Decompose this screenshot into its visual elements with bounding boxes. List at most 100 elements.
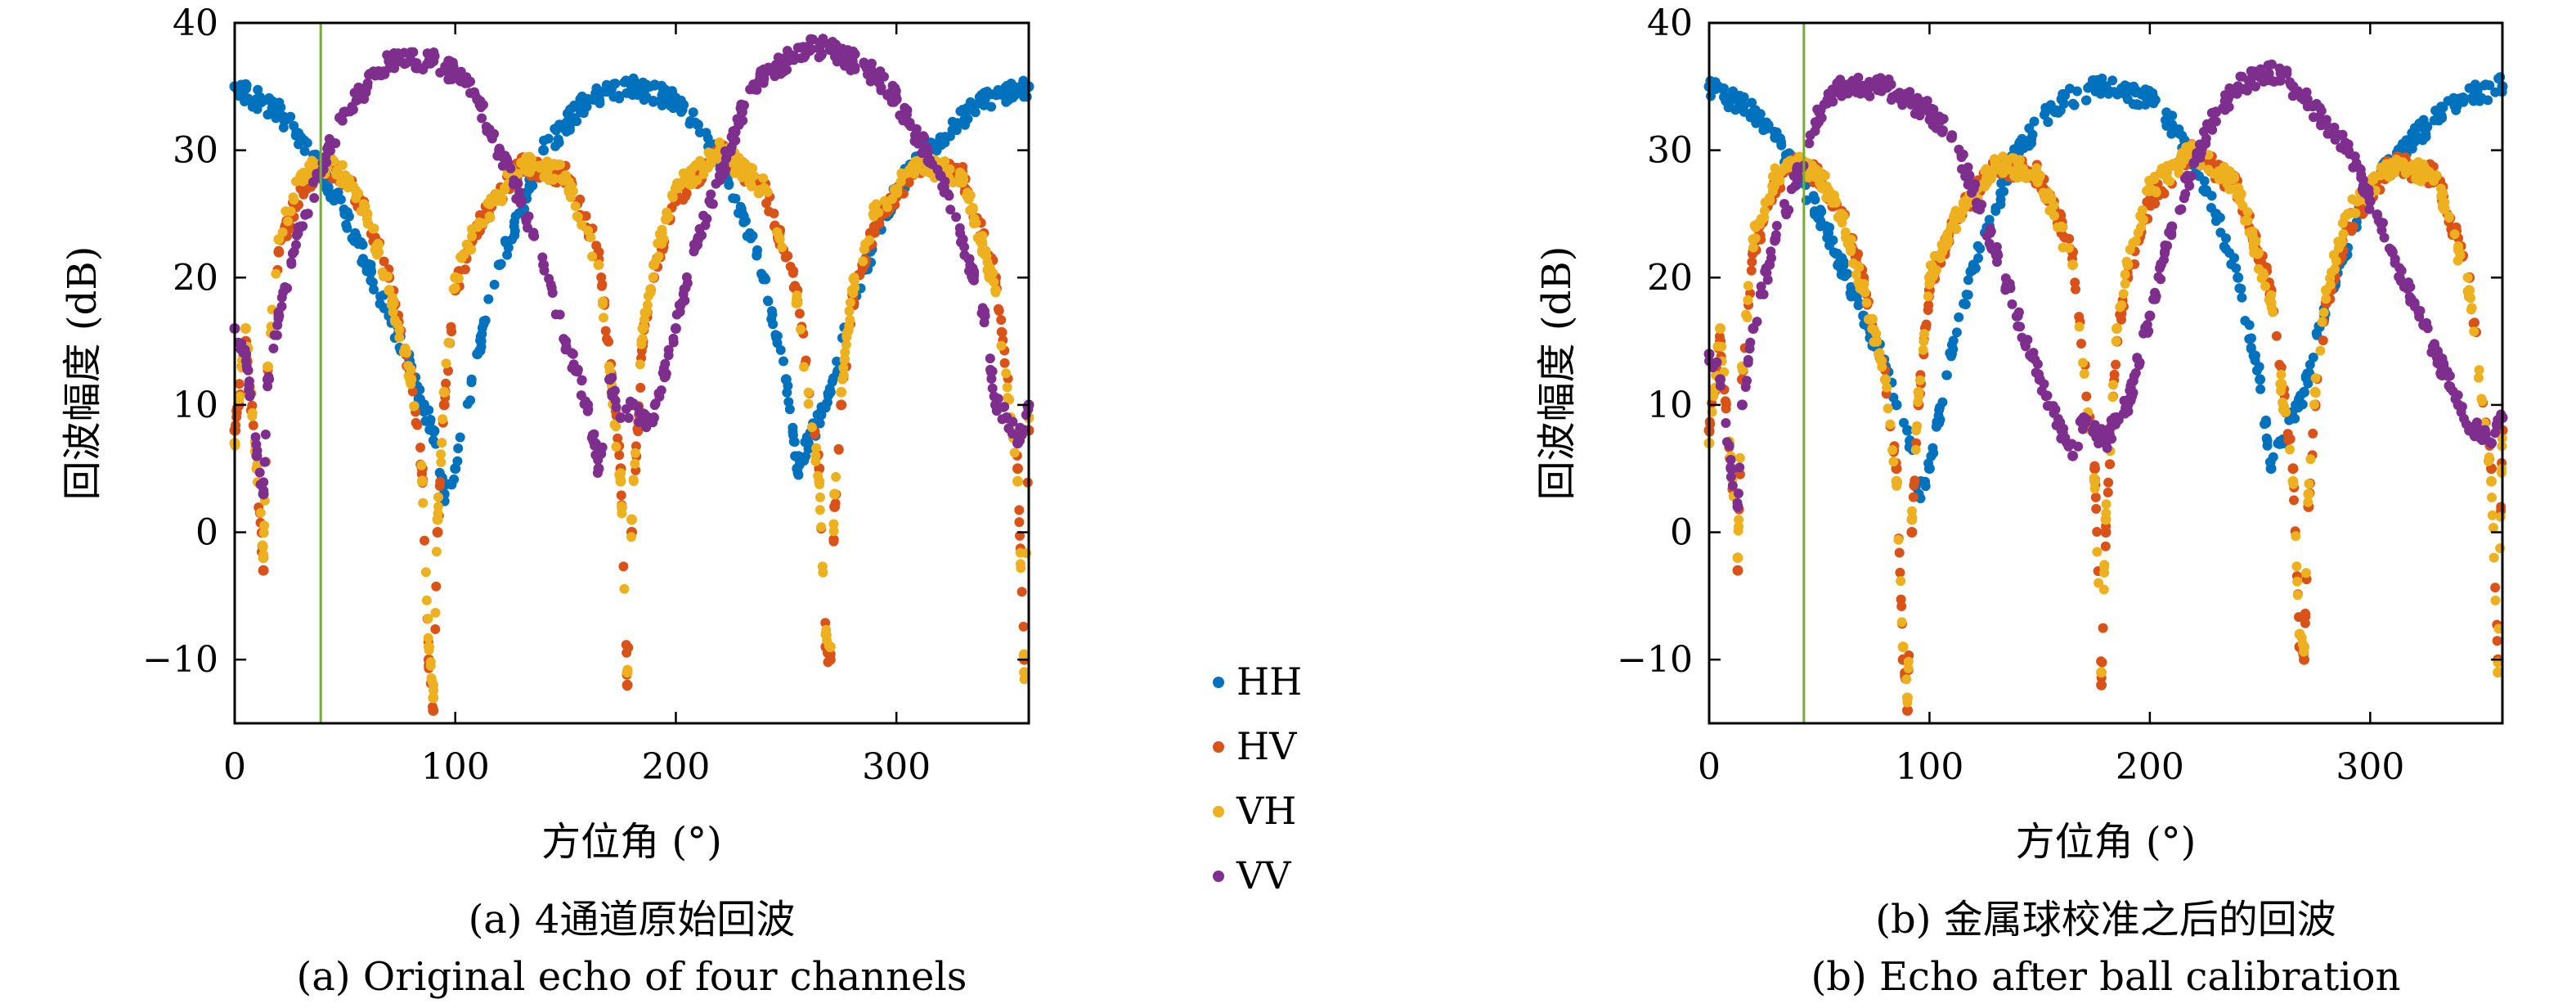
scatter-point bbox=[2484, 80, 2495, 91]
scatter-point bbox=[269, 330, 280, 340]
scatter-point bbox=[1737, 364, 1748, 375]
scatter-point bbox=[830, 498, 841, 509]
y-axis-label-b: 回波幅度 (dB) bbox=[1534, 246, 1580, 501]
scatter-point bbox=[2480, 430, 2491, 440]
scatter-point bbox=[561, 126, 572, 137]
scatter-point bbox=[638, 91, 648, 101]
scatter-point bbox=[681, 272, 692, 282]
scatter-point bbox=[2321, 294, 2331, 304]
scatter-point bbox=[830, 47, 841, 58]
scatter-point bbox=[495, 259, 505, 270]
scatter-point bbox=[2166, 230, 2177, 241]
scatter-point bbox=[1903, 663, 1914, 673]
scatter-point bbox=[1712, 357, 1722, 367]
scatter-point bbox=[2250, 355, 2260, 366]
scatter-point bbox=[707, 148, 718, 159]
scatter-point bbox=[1896, 594, 1906, 605]
scatter-point bbox=[243, 365, 254, 376]
scatter-point bbox=[1714, 331, 1725, 342]
scatter-point bbox=[790, 451, 801, 461]
caption-en-a: (a) Original echo of four channels bbox=[297, 954, 967, 1000]
scatter-point bbox=[868, 201, 879, 212]
scatter-point bbox=[527, 230, 538, 241]
scatter-point bbox=[2156, 259, 2166, 269]
scatter-point bbox=[806, 422, 817, 433]
scatter-point bbox=[447, 326, 457, 337]
scatter-point bbox=[277, 227, 288, 237]
scatter-point bbox=[2282, 429, 2293, 439]
scatter-point bbox=[957, 176, 967, 187]
scatter-point bbox=[434, 481, 445, 491]
scatter-point bbox=[2491, 420, 2502, 430]
scatter-point bbox=[535, 163, 545, 173]
scatter-point bbox=[276, 292, 287, 303]
scatter-point bbox=[260, 430, 271, 439]
scatter-point bbox=[1735, 452, 1745, 463]
scatter-point bbox=[2470, 421, 2480, 431]
scatter-point bbox=[2334, 129, 2345, 140]
scatter-point bbox=[824, 39, 834, 49]
scatter-point bbox=[474, 345, 485, 356]
scatter-point bbox=[2336, 238, 2346, 249]
scatter-point bbox=[815, 505, 825, 515]
scatter-point bbox=[2007, 299, 2017, 309]
scatter-point bbox=[2487, 510, 2497, 520]
data-point bbox=[2493, 667, 2504, 678]
scatter-point bbox=[2221, 233, 2231, 244]
scatter-point bbox=[572, 367, 583, 377]
scatter-point bbox=[2237, 292, 2247, 303]
scatter-point bbox=[477, 322, 487, 333]
scatter-point bbox=[350, 185, 361, 196]
scatter-point bbox=[356, 237, 366, 247]
data-point bbox=[1902, 704, 1913, 716]
scatter-point bbox=[815, 418, 825, 429]
y-axis-label-a: 回波幅度 (dB) bbox=[60, 246, 105, 501]
scatter-point bbox=[918, 146, 928, 157]
scatter-point bbox=[1910, 109, 1920, 119]
scatter-point bbox=[448, 70, 459, 80]
scatter-point bbox=[844, 306, 855, 317]
scatter-point bbox=[2427, 341, 2438, 352]
scatter-point bbox=[2316, 106, 2327, 116]
scatter-point bbox=[2120, 408, 2130, 419]
scatter-point bbox=[858, 256, 868, 267]
scatter-point bbox=[2444, 211, 2454, 222]
scatter-point bbox=[614, 450, 625, 461]
scatter-point bbox=[357, 258, 368, 268]
scatter-point bbox=[1995, 162, 2005, 173]
data-point bbox=[829, 488, 841, 500]
scatter-point bbox=[831, 471, 841, 482]
scatter-point bbox=[945, 205, 956, 215]
scatter-point bbox=[1967, 187, 1977, 198]
scatter-point bbox=[2338, 229, 2349, 239]
scatter-point bbox=[1741, 309, 1751, 320]
scatter-point bbox=[2130, 99, 2141, 110]
scatter-point bbox=[1735, 462, 1745, 473]
scatter-point bbox=[2219, 105, 2230, 115]
scatter-point bbox=[2318, 308, 2329, 317]
data-point bbox=[836, 399, 847, 411]
scatter-point bbox=[1895, 567, 1905, 578]
scatter-point bbox=[289, 246, 299, 257]
scatter-point bbox=[2092, 527, 2103, 537]
scatter-point bbox=[628, 475, 639, 485]
scatter-point bbox=[2176, 204, 2187, 214]
scatter-point bbox=[258, 528, 269, 538]
scatter-point bbox=[997, 414, 1008, 425]
scatter-point bbox=[1771, 220, 1782, 231]
scatter-point bbox=[2232, 88, 2242, 99]
scatter-point bbox=[1820, 221, 1831, 232]
scatter-point bbox=[1945, 348, 1955, 358]
scatter-point bbox=[523, 211, 534, 222]
scatter-marks-a bbox=[229, 34, 1034, 716]
scatter-point bbox=[430, 607, 441, 618]
scatter-point bbox=[2432, 353, 2442, 363]
scatter-point bbox=[806, 34, 816, 44]
scatter-point bbox=[1942, 233, 1953, 244]
scatter-point bbox=[1888, 457, 1899, 467]
scatter-point bbox=[2116, 85, 2126, 96]
scatter-point bbox=[441, 378, 451, 389]
scatter-point bbox=[1743, 295, 1753, 305]
scatter-point bbox=[599, 313, 608, 323]
scatter-point bbox=[2302, 101, 2313, 112]
